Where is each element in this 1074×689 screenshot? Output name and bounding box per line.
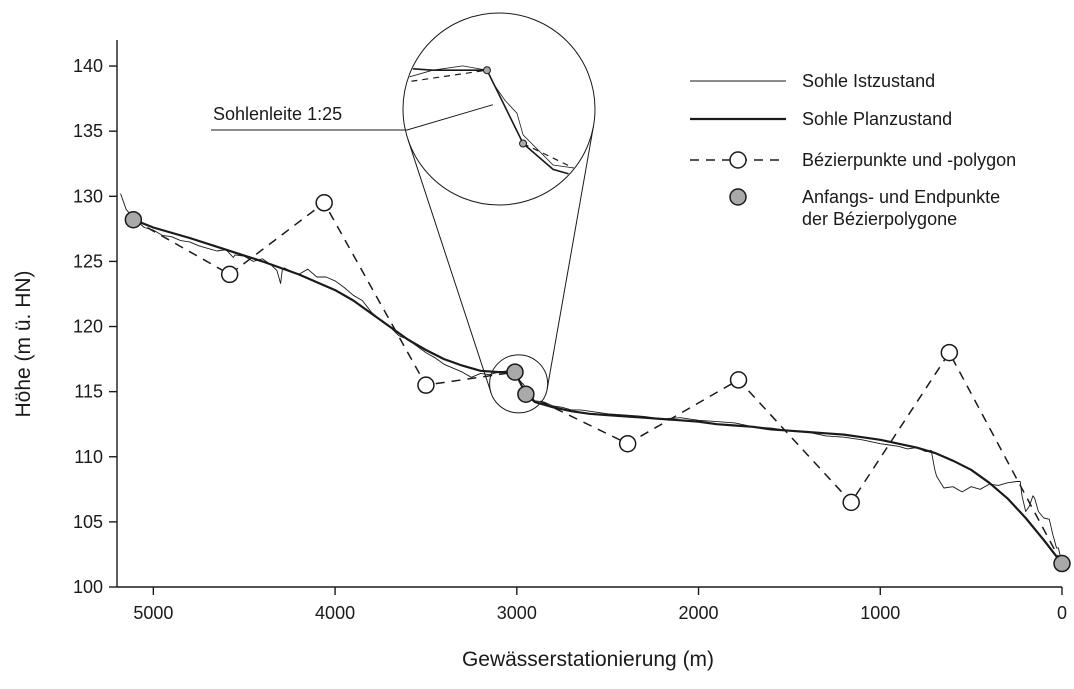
y-tick-label: 130 [73, 186, 103, 206]
zoom-inset-circle [402, 12, 596, 206]
y-tick-label: 100 [73, 577, 103, 597]
zoom-source-circle [489, 354, 549, 414]
x-tick-label: 5000 [133, 603, 173, 623]
series-layer [120, 193, 1071, 573]
annotation-leader-line [211, 104, 494, 131]
y-tick-label: 120 [73, 317, 103, 337]
x-tick-label: 1000 [860, 603, 900, 623]
zoom-connector-line [407, 138, 492, 394]
legend-label: Anfangs- und Endpunkte [802, 187, 1000, 207]
x-tick-label: 4000 [315, 603, 355, 623]
legend-bezier-marker [729, 151, 747, 169]
y-tick-label: 115 [74, 382, 103, 402]
bezier-point [729, 371, 748, 389]
y-tick-label: 135 [73, 121, 103, 141]
legend-label: Bézierpunkte und -polygon [802, 150, 1016, 170]
bezier-point [315, 194, 333, 212]
annotation: Sohlenleite 1:25 [211, 104, 494, 131]
bezier-point [618, 434, 637, 453]
bezier-point [842, 493, 860, 512]
bezier-point [940, 343, 959, 362]
bezier-polygon-2 [525, 351, 1063, 564]
x-tick-label: 2000 [679, 603, 719, 623]
inset-endpoint-marker [482, 66, 491, 75]
inset-endpoint-marker [519, 139, 528, 148]
x-axis: 5000 4000 3000 2000 1000 0 [133, 587, 1067, 623]
legend-label: Sohle Istzustand [802, 71, 935, 91]
series-plan-line [132, 218, 1063, 565]
legend-label: der Bézierpolygone [802, 209, 957, 229]
endpoint-marker [124, 210, 143, 229]
y-tick-label: 105 [73, 512, 103, 532]
endpoint-marker [506, 363, 524, 381]
legend-endpoint-marker [729, 188, 747, 206]
x-axis-title: Gewässerstationierung (m) [462, 648, 714, 671]
bezier-polygon-1 [133, 201, 516, 386]
x-tick-label: 0 [1057, 603, 1067, 623]
annotation-label: Sohlenleite 1:25 [213, 104, 342, 124]
bezier-point [220, 265, 239, 284]
legend-label: Sohle Planzustand [802, 109, 952, 129]
y-tick-label: 125 [73, 251, 103, 271]
y-axis: 100 105 110 115 120 125 130 135 140 [73, 56, 117, 597]
y-axis-title: Höhe (m ü. HN) [12, 270, 35, 417]
y-tick-label: 140 [73, 56, 103, 76]
y-tick-label: 110 [74, 447, 103, 467]
endpoint-marker [1053, 554, 1071, 573]
x-tick-label: 3000 [497, 603, 537, 623]
bezier-point [417, 376, 435, 394]
endpoint-marker [517, 385, 535, 403]
zoom-connector-line [546, 125, 595, 389]
legend: Sohle Istzustand Sohle Planzustand Bézierp… [690, 71, 1016, 229]
